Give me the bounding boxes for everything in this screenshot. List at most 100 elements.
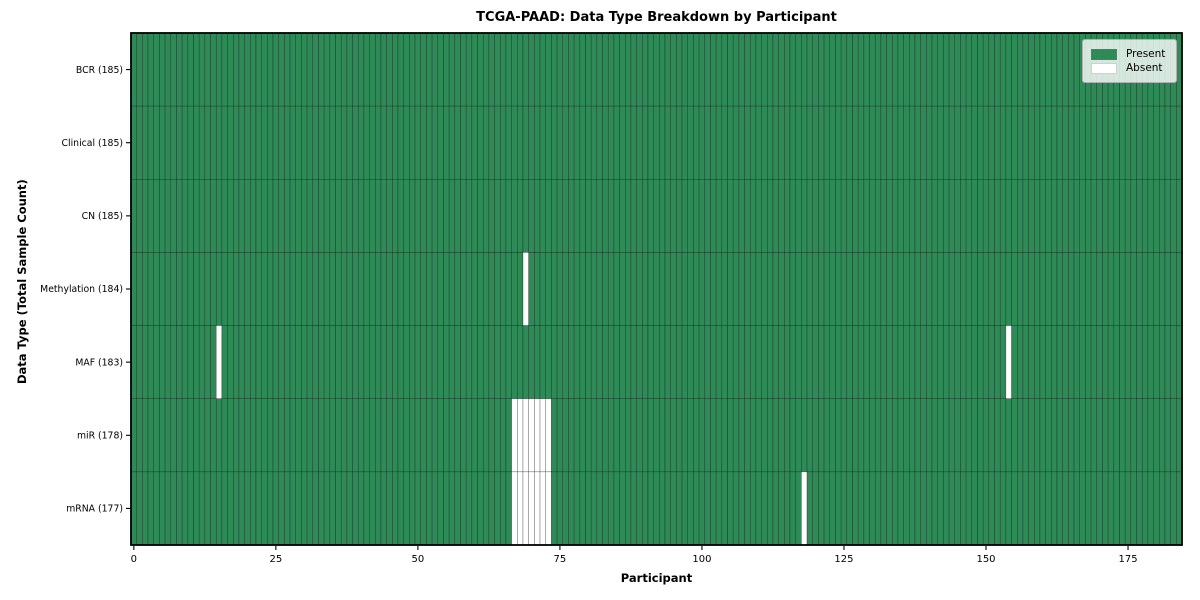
cell xyxy=(568,32,575,107)
cell xyxy=(1056,325,1063,399)
cell xyxy=(465,32,473,107)
cell xyxy=(693,32,700,107)
cell xyxy=(431,325,439,399)
cell xyxy=(693,179,700,253)
row-miR xyxy=(130,398,1183,473)
cell xyxy=(1119,252,1126,326)
cell xyxy=(289,471,297,546)
cell xyxy=(801,471,808,546)
cell xyxy=(892,179,899,253)
cell xyxy=(1096,105,1103,180)
cell xyxy=(568,252,575,326)
cell xyxy=(920,471,927,546)
cell xyxy=(522,398,529,473)
cell xyxy=(937,105,944,180)
cell xyxy=(1164,471,1171,546)
cell xyxy=(1096,398,1103,473)
cell xyxy=(181,325,189,399)
cell xyxy=(528,105,535,180)
cell xyxy=(227,32,234,107)
cell xyxy=(409,325,416,399)
cell xyxy=(1039,471,1046,546)
cell xyxy=(426,471,433,546)
cell xyxy=(1079,179,1086,253)
cell xyxy=(926,325,933,399)
cell xyxy=(272,105,279,180)
cell xyxy=(164,471,172,546)
cell xyxy=(426,32,433,107)
cell xyxy=(465,105,473,180)
cell xyxy=(431,252,439,326)
cell xyxy=(335,179,342,253)
cell xyxy=(931,325,938,399)
cell xyxy=(954,105,961,180)
cell xyxy=(244,32,251,107)
cell xyxy=(761,471,768,546)
cell xyxy=(630,398,637,473)
cell xyxy=(556,252,564,326)
cell xyxy=(1034,179,1041,253)
cell xyxy=(1011,398,1018,473)
cell xyxy=(840,179,848,253)
cell xyxy=(176,471,183,546)
cell xyxy=(318,252,325,326)
cell xyxy=(386,179,393,253)
cell xyxy=(897,32,904,107)
cell xyxy=(789,252,796,326)
cell xyxy=(857,398,865,473)
cell xyxy=(1147,105,1154,180)
cell xyxy=(261,105,268,180)
cell xyxy=(1034,471,1041,546)
cell xyxy=(1147,252,1154,326)
cell xyxy=(1062,252,1069,326)
cell xyxy=(170,105,177,180)
cell xyxy=(193,252,200,326)
cell xyxy=(318,471,325,546)
cell xyxy=(596,179,603,253)
cell xyxy=(653,105,660,180)
cell xyxy=(909,398,916,473)
cell xyxy=(721,179,728,253)
cell xyxy=(414,325,421,399)
cell xyxy=(1159,471,1166,546)
cell xyxy=(1068,325,1075,399)
cell xyxy=(159,179,166,253)
cell xyxy=(198,179,206,253)
cell xyxy=(289,179,297,253)
cell xyxy=(1124,471,1132,546)
cell xyxy=(602,105,609,180)
cell xyxy=(465,471,473,546)
cell xyxy=(136,32,143,107)
cell xyxy=(488,398,495,473)
cell xyxy=(1159,179,1166,253)
cell xyxy=(420,32,427,107)
cell xyxy=(1136,179,1143,253)
cell xyxy=(1107,325,1115,399)
cell xyxy=(698,32,706,107)
cell xyxy=(215,32,223,107)
chart-title: TCGA-PAAD: Data Type Breakdown by Partic… xyxy=(476,10,837,25)
cell xyxy=(562,105,569,180)
cell xyxy=(943,252,950,326)
cell xyxy=(869,252,876,326)
cell xyxy=(215,325,223,399)
cell xyxy=(1090,398,1098,473)
cell xyxy=(551,252,558,326)
cell xyxy=(573,398,581,473)
cell xyxy=(670,105,677,180)
cell xyxy=(159,398,166,473)
cell xyxy=(937,32,944,107)
cell xyxy=(1085,179,1092,253)
cell xyxy=(397,325,404,399)
cell xyxy=(392,471,399,546)
cell xyxy=(761,105,768,180)
cell xyxy=(585,398,592,473)
cell xyxy=(954,398,961,473)
cell xyxy=(267,325,274,399)
cell xyxy=(971,105,978,180)
cell xyxy=(943,32,950,107)
cell xyxy=(471,105,478,180)
cell xyxy=(210,252,217,326)
cell xyxy=(136,179,143,253)
cell xyxy=(1124,325,1132,399)
